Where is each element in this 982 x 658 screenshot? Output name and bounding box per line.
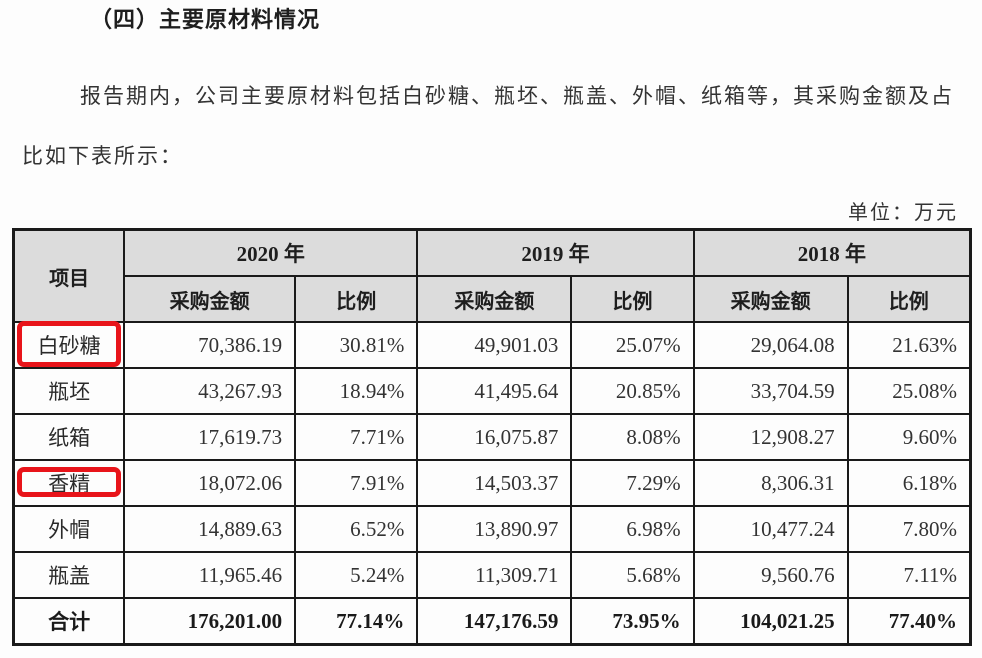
section-paragraph: 报告期内，公司主要原材料包括白砂糖、瓶坯、瓶盖、外帽、纸箱等，其采购金额及占比如… [22, 84, 954, 168]
total-amount-cell: 147,176.59 [416, 597, 573, 646]
ratio-cell: 25.08% [846, 367, 972, 415]
amount-cell: 33,704.59 [692, 367, 849, 415]
amount-cell: 14,889.63 [123, 505, 297, 553]
amount-cell: 8,306.31 [692, 459, 849, 507]
ratio-header: 比例 [846, 275, 972, 323]
table-row: 外帽 14,889.63 6.52% 13,890.97 6.98% 10,47… [12, 505, 972, 553]
total-ratio-cell: 77.40% [846, 597, 972, 646]
section-heading: （四）主要原材料情况 [90, 8, 321, 33]
highlight-box [17, 467, 122, 497]
ratio-header: 比例 [570, 275, 695, 323]
amount-cell: 14,503.37 [416, 459, 573, 507]
amount-cell: 43,267.93 [123, 367, 297, 415]
ratio-cell: 20.85% [570, 367, 695, 415]
total-amount-cell: 104,021.25 [692, 597, 849, 646]
ratio-cell: 9.60% [846, 413, 972, 461]
total-ratio-cell: 77.14% [294, 597, 419, 646]
amount-cell: 17,619.73 [123, 413, 297, 461]
raw-material-table: 项目 2020 年 2019 年 2018 年 采购金额 比例 采购金额 比例 … [12, 228, 972, 646]
year-header-2020: 2020 年 [123, 228, 419, 277]
ratio-cell: 6.98% [570, 505, 695, 553]
amount-cell: 13,890.97 [416, 505, 573, 553]
amount-header: 采购金额 [123, 275, 297, 323]
ratio-cell: 21.63% [846, 321, 972, 369]
ratio-cell: 5.68% [570, 551, 695, 599]
ratio-cell: 6.18% [846, 459, 972, 507]
year-header-row: 项目 2020 年 2019 年 2018 年 [12, 228, 972, 323]
ratio-header: 比例 [294, 275, 419, 323]
row-label-cell: 香精 [12, 459, 126, 507]
row-label: 瓶坯 [12, 367, 126, 415]
table-row: 瓶盖 11,965.46 5.24% 11,309.71 5.68% 9,560… [12, 551, 972, 599]
table-row: 香精 18,072.06 7.91% 14,503.37 7.29% 8,306… [12, 459, 972, 507]
amount-cell: 12,908.27 [692, 413, 849, 461]
ratio-cell: 6.52% [294, 505, 419, 553]
item-header: 项目 [12, 228, 126, 323]
amount-cell: 41,495.64 [416, 367, 573, 415]
ratio-cell: 18.94% [294, 367, 419, 415]
total-row: 合计 176,201.00 77.14% 147,176.59 73.95% 1… [12, 597, 972, 646]
row-label: 外帽 [12, 505, 126, 553]
ratio-cell: 8.08% [570, 413, 695, 461]
highlight-box [17, 321, 122, 367]
total-label: 合计 [12, 597, 126, 646]
amount-cell: 18,072.06 [123, 459, 297, 507]
year-header-2019: 2019 年 [416, 228, 695, 277]
row-label-cell: 白砂糖 [12, 321, 126, 369]
amount-cell: 29,064.08 [692, 321, 849, 369]
ratio-cell: 7.71% [294, 413, 419, 461]
table-row: 纸箱 17,619.73 7.71% 16,075.87 8.08% 12,90… [12, 413, 972, 461]
ratio-cell: 7.29% [570, 459, 695, 507]
year-header-2018: 2018 年 [692, 228, 972, 277]
amount-cell: 10,477.24 [692, 505, 849, 553]
row-label: 瓶盖 [12, 551, 126, 599]
table-row: 白砂糖 70,386.19 30.81% 49,901.03 25.07% 29… [12, 321, 972, 369]
row-label: 纸箱 [12, 413, 126, 461]
ratio-cell: 7.80% [846, 505, 972, 553]
amount-cell: 70,386.19 [123, 321, 297, 369]
amount-cell: 16,075.87 [416, 413, 573, 461]
amount-header: 采购金额 [692, 275, 849, 323]
ratio-cell: 30.81% [294, 321, 419, 369]
ratio-cell: 5.24% [294, 551, 419, 599]
total-ratio-cell: 73.95% [570, 597, 695, 646]
sub-header-row: 采购金额 比例 采购金额 比例 采购金额 比例 [14, 275, 972, 323]
table-row: 瓶坯 43,267.93 18.94% 41,495.64 20.85% 33,… [12, 367, 972, 415]
row-label: 白砂糖 [37, 334, 101, 358]
total-amount-cell: 176,201.00 [123, 597, 297, 646]
ratio-cell: 25.07% [570, 321, 695, 369]
unit-label: 单位：万元 [848, 200, 958, 224]
amount-cell: 11,965.46 [123, 551, 297, 599]
amount-cell: 49,901.03 [416, 321, 573, 369]
ratio-cell: 7.91% [294, 459, 419, 507]
amount-cell: 9,560.76 [692, 551, 849, 599]
amount-header: 采购金额 [416, 275, 573, 323]
ratio-cell: 7.11% [846, 551, 972, 599]
amount-cell: 11,309.71 [416, 551, 573, 599]
